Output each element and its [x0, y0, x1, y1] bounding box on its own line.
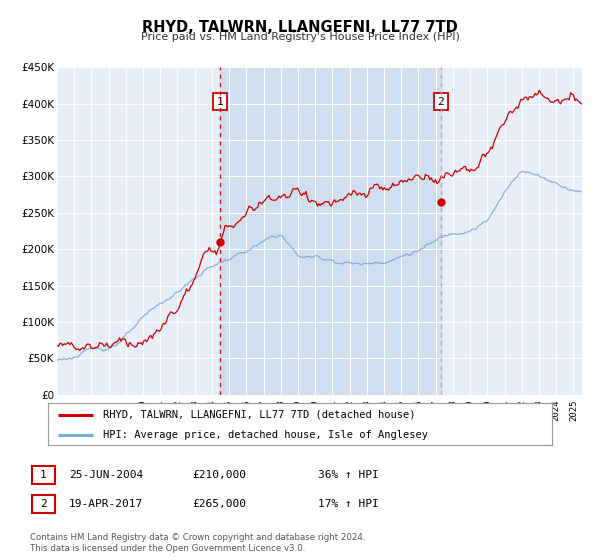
Text: 19-APR-2017: 19-APR-2017 — [69, 499, 143, 509]
Text: 1: 1 — [40, 470, 47, 480]
Text: £265,000: £265,000 — [192, 499, 246, 509]
Text: 36% ↑ HPI: 36% ↑ HPI — [318, 470, 379, 480]
Text: RHYD, TALWRN, LLANGEFNI, LL77 7TD (detached house): RHYD, TALWRN, LLANGEFNI, LL77 7TD (detac… — [103, 409, 416, 419]
Text: 25-JUN-2004: 25-JUN-2004 — [69, 470, 143, 480]
Text: 2: 2 — [40, 499, 47, 509]
Text: 1: 1 — [217, 96, 224, 106]
Text: HPI: Average price, detached house, Isle of Anglesey: HPI: Average price, detached house, Isle… — [103, 430, 428, 440]
Text: 17% ↑ HPI: 17% ↑ HPI — [318, 499, 379, 509]
Text: RHYD, TALWRN, LLANGEFNI, LL77 7TD: RHYD, TALWRN, LLANGEFNI, LL77 7TD — [142, 20, 458, 35]
Text: 2: 2 — [437, 96, 444, 106]
Bar — [220, 67, 441, 395]
Text: £210,000: £210,000 — [192, 470, 246, 480]
Text: Contains HM Land Registry data © Crown copyright and database right 2024.
This d: Contains HM Land Registry data © Crown c… — [30, 533, 365, 553]
Text: Price paid vs. HM Land Registry's House Price Index (HPI): Price paid vs. HM Land Registry's House … — [140, 32, 460, 42]
